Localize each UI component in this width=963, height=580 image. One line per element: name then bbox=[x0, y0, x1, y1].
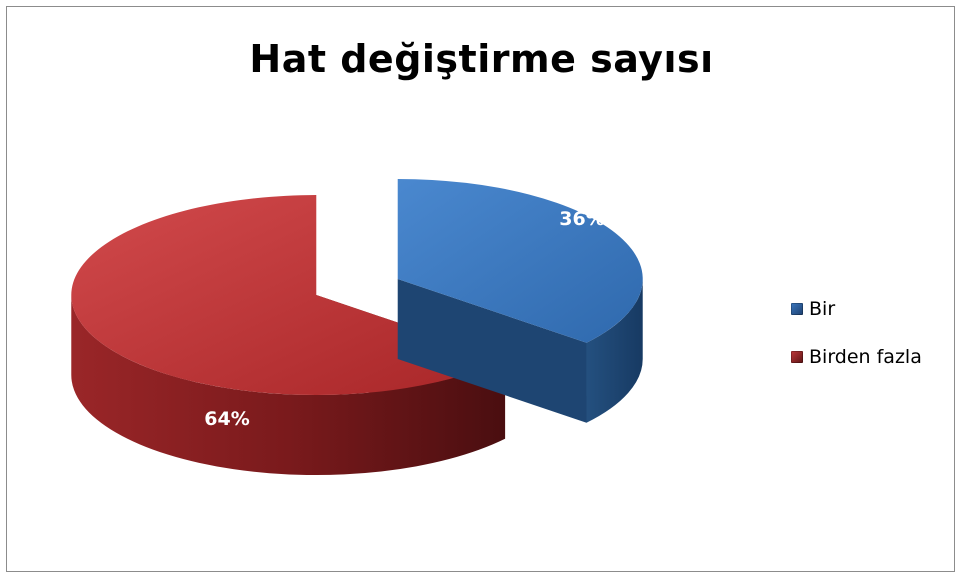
chart-frame: 36% 64% Hat değiştirme sayısı Bir Birden … bbox=[6, 6, 955, 572]
pie-slice-bir bbox=[397, 178, 643, 423]
legend-label-bir: Bir bbox=[809, 298, 836, 320]
pie-slice-side bbox=[71, 295, 506, 476]
pie-slice-top bbox=[71, 195, 506, 396]
chart-title: Hat değiştirme sayısı bbox=[249, 37, 714, 81]
data-label-birden-fazla: 64% bbox=[204, 408, 249, 430]
pie-slice-side bbox=[586, 278, 643, 423]
legend-item-birden-fazla: Birden fazla bbox=[791, 345, 922, 369]
legend-swatch-bir bbox=[791, 303, 803, 315]
data-label-bir: 36% bbox=[559, 208, 604, 230]
legend-swatch-birden-fazla bbox=[791, 351, 803, 363]
pie-slice-birden-fazla bbox=[71, 195, 506, 476]
legend: Bir Birden fazla bbox=[791, 297, 922, 393]
pie-chart: 36% 64% bbox=[71, 178, 643, 476]
pie-slice-top bbox=[397, 178, 643, 343]
pie-slice-cut-face bbox=[397, 278, 587, 423]
legend-item-bir: Bir bbox=[791, 297, 922, 321]
legend-label-birden-fazla: Birden fazla bbox=[809, 346, 922, 368]
